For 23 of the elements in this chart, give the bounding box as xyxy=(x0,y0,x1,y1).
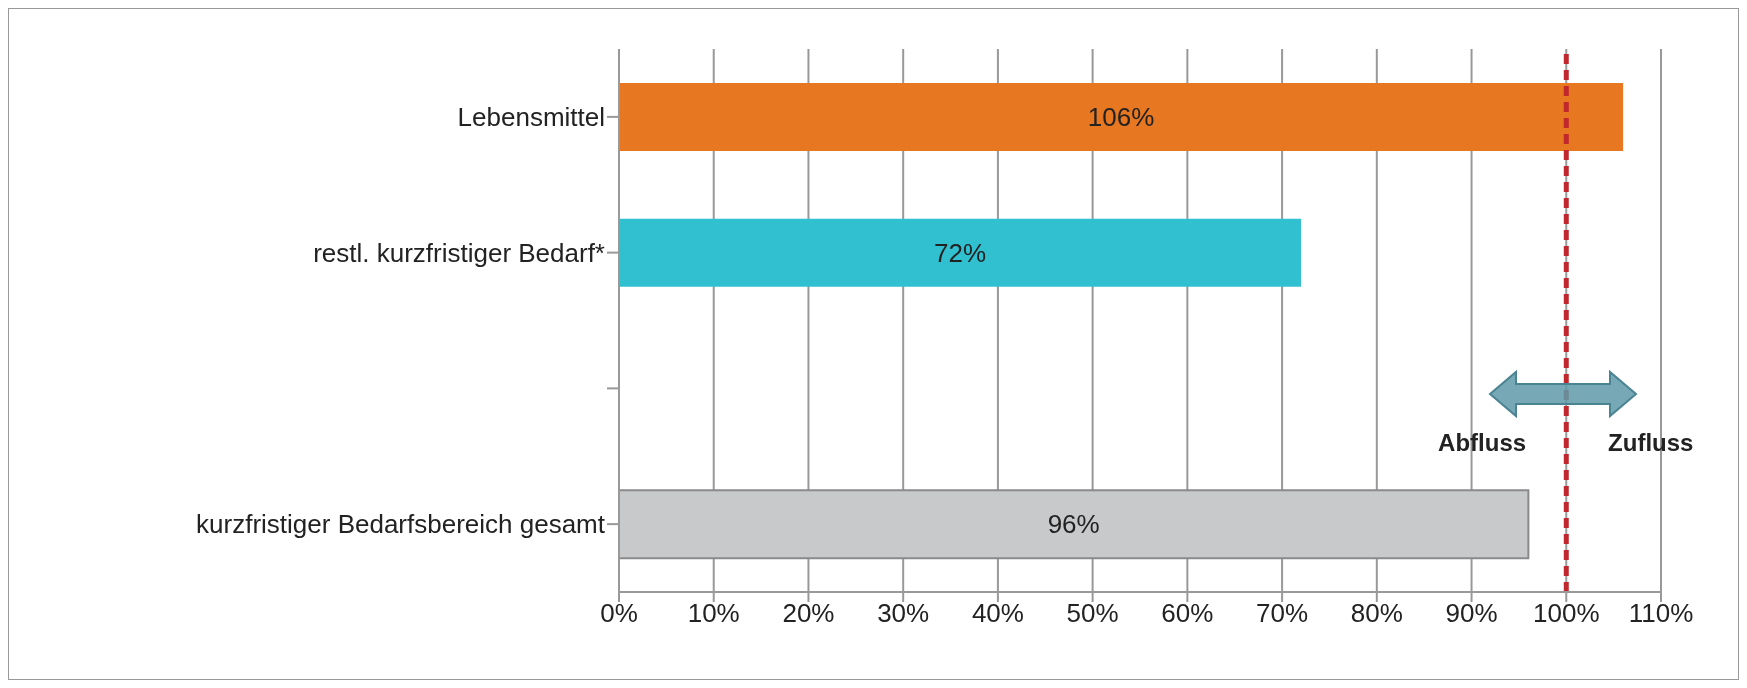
data-label: 106% xyxy=(1087,102,1155,133)
x-tick-label: 30% xyxy=(877,598,930,629)
x-tick-label: 100% xyxy=(1533,598,1600,629)
bar xyxy=(619,218,1302,287)
x-tick-label: 40% xyxy=(971,598,1024,629)
annotation: Abfluss xyxy=(1438,429,1527,457)
y-tick-label: restl. kurzfristiger Bedarf* xyxy=(313,237,605,268)
x-tick-label: 0% xyxy=(600,598,638,629)
x-tick-label: 50% xyxy=(1066,598,1119,629)
bar xyxy=(619,82,1624,151)
x-tick-label: 10% xyxy=(687,598,740,629)
y-tick-label: kurzfristiger Bedarfsbereich gesamt xyxy=(196,509,606,540)
x-tick-label: 60% xyxy=(1161,598,1214,629)
x-tick-label: 80% xyxy=(1350,598,1403,629)
x-tick-label: 110% xyxy=(1628,598,1694,629)
x-tick-label: 90% xyxy=(1445,598,1498,629)
y-tick-label: Lebensmittel xyxy=(457,102,605,133)
bar xyxy=(619,489,1530,560)
x-tick-label: 70% xyxy=(1256,598,1309,629)
data-label: 96% xyxy=(1047,509,1100,540)
annotation: Zufluss xyxy=(1608,429,1694,457)
data-label: 72% xyxy=(933,237,987,268)
x-tick-label: 20% xyxy=(782,598,835,629)
